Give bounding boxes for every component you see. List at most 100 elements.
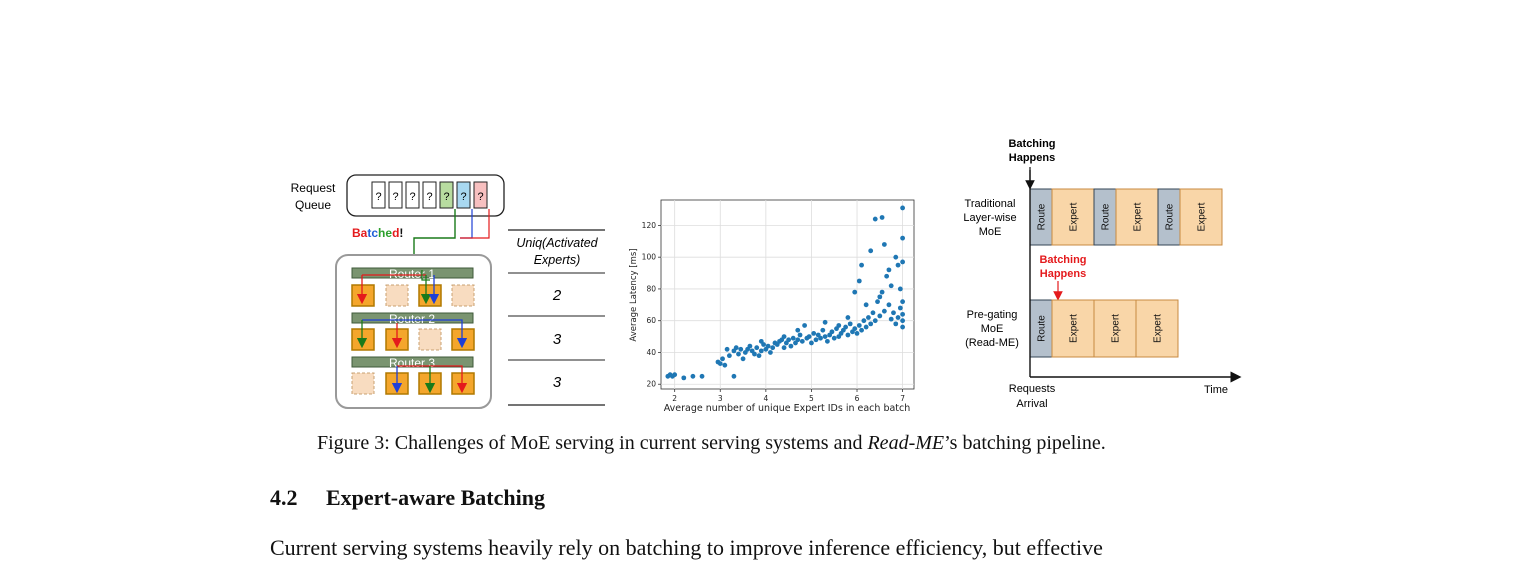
data-point [733,345,739,351]
data-point [861,318,867,324]
data-point [854,331,860,336]
chart-grid [661,200,914,389]
data-point [795,337,801,343]
data-point [895,315,901,320]
table-row-1: 2 [552,287,562,304]
data-point [877,313,883,319]
data-point [845,315,851,320]
data-point [897,286,903,292]
data-point [886,267,892,273]
data-point [829,329,835,335]
data-point [768,350,773,355]
batching-red-line1: Batching [1039,254,1086,266]
data-point [731,373,737,379]
data-point [875,299,880,305]
queue-slot-label: ? [392,191,398,203]
expert-active [418,284,442,307]
y-tick-label: 20 [646,380,656,389]
data-point [884,273,890,279]
data-point [900,318,906,324]
data-point [900,299,906,305]
expert-block [1051,188,1095,246]
data-point [758,348,764,354]
data-point [813,337,819,343]
data-point [818,335,823,341]
data-point [799,338,805,344]
batched-letter: e [385,226,392,240]
data-point [888,316,894,322]
data-point [900,324,906,330]
data-point [824,338,830,344]
pregating-label-2: MoE [981,323,1004,335]
figure-caption: Figure 3: Challenges of MoE serving in c… [317,432,1106,455]
data-point [886,302,892,308]
data-point [870,310,876,316]
data-point [897,305,903,311]
traditional-label-2: Layer-wise [963,212,1016,224]
data-point [795,327,801,333]
data-point [843,324,849,330]
data-point [722,362,728,368]
figure-3: Request Queue ??????? Batched! Router 1 R… [291,138,1242,414]
data-point [888,283,894,289]
data-point [859,262,864,268]
expert-inactive [385,284,409,307]
route-label: Route [1037,203,1048,230]
table-header-line1: Uniq(Activated [516,236,598,250]
data-point [831,335,837,341]
data-point [852,289,858,295]
data-point [765,343,771,349]
x-tick-label: 3 [718,394,723,403]
data-point [811,331,817,336]
data-point [672,372,678,378]
pregating-label-1: Pre-gating [967,309,1018,321]
expert-block [1179,188,1223,246]
batching-top-line1: Batching [1008,138,1055,150]
data-point [872,216,878,222]
data-point [879,215,885,220]
data-point [740,356,746,362]
activated-experts-table: Uniq(Activated Experts) 2 3 3 [508,229,605,406]
data-point [900,205,906,211]
x-tick-label: 7 [900,394,905,403]
chart-ticks: 2 3 4 5 6 7 20 40 60 80 100 120 [642,221,906,403]
data-point [900,259,906,265]
traditional-label-1: Traditional [965,198,1016,210]
router-bar [351,356,474,368]
chart-points [665,205,906,381]
data-point [868,321,874,327]
data-point [770,345,776,351]
expert-block [1115,188,1159,246]
x-start-line2: Arrival [1016,398,1047,410]
table-header-line2: Experts) [534,253,581,267]
batched-label: Batched! [352,226,403,240]
section-number: 4.2 [270,485,298,510]
queue-label-line1: Request [291,181,336,195]
expert-inactive [351,372,375,395]
x-tick-label: 6 [855,394,860,403]
route-label: Route [1165,203,1176,230]
route-label: Route [1037,315,1048,342]
batched-letter: B [352,226,361,240]
y-tick-label: 60 [646,316,656,325]
batched-letter: h [378,226,385,240]
x-axis-label: Average number of unique Expert IDs in e… [664,403,911,414]
batched-letter: t [367,226,371,240]
expert-label: Expert [1069,314,1080,343]
queue-slot-label: ? [426,191,432,203]
data-point [900,235,906,241]
queue-slot [405,181,420,209]
y-tick-label: 100 [642,253,657,262]
data-point [863,302,869,308]
data-point [852,326,858,332]
data-point [758,338,764,344]
expert-block [1051,299,1095,358]
router-label: Router 2 [389,312,435,326]
queue-slot [371,181,386,209]
pregating-label-3: (Read-ME) [965,337,1019,349]
expert-inactive [418,328,442,351]
x-tick-label: 2 [672,394,677,403]
queue-slot [439,181,454,209]
data-point [754,345,760,351]
data-point [747,343,753,349]
